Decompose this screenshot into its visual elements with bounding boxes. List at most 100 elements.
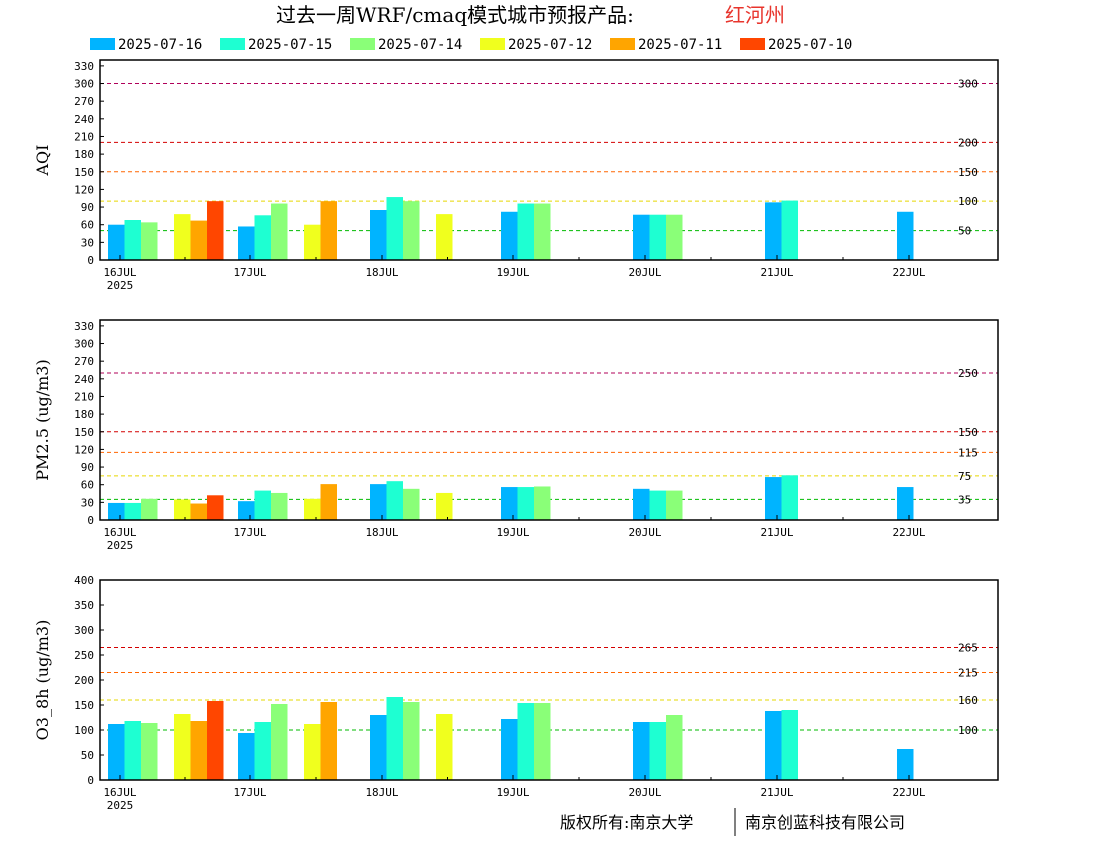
bar: [534, 703, 551, 780]
y-tick-label: 350: [74, 599, 94, 612]
legend-swatch: [480, 38, 505, 50]
y-tick-label: 300: [74, 624, 94, 637]
x-tick-label: 20JUL: [628, 786, 661, 799]
y-tick-label: 150: [74, 699, 94, 712]
bar: [254, 490, 271, 520]
y-tick-label: 300: [74, 338, 94, 351]
bar: [666, 715, 683, 780]
bar: [271, 203, 288, 260]
bar: [633, 722, 650, 780]
legend-swatch: [90, 38, 115, 50]
bar: [304, 724, 321, 780]
x-tick-label: 19JUL: [496, 786, 529, 799]
bar: [141, 723, 158, 780]
legend-label: 2025-07-14: [378, 37, 462, 53]
bar: [190, 220, 207, 260]
bar: [403, 201, 420, 260]
legend: 2025-07-16 2025-07-15 2025-07-14 2025-07-12…: [90, 37, 852, 53]
y-tick-label: 120: [74, 183, 94, 196]
threshold-label: 35: [958, 493, 971, 506]
threshold-label: 100: [958, 724, 978, 737]
bar: [633, 488, 650, 520]
copyright-text: 版权所有:南京大学: [560, 813, 693, 832]
bar: [370, 210, 387, 260]
x-tick-label: 19JUL: [496, 526, 529, 539]
chart-panel: 265 215 160 100 0 50 100 150 200 250 300 350 400 16JU…: [33, 574, 999, 812]
bar: [781, 200, 798, 260]
bar: [174, 499, 191, 520]
y-tick-label: 60: [81, 219, 94, 232]
y-tick-label: 240: [74, 373, 94, 386]
threshold-label: 100: [958, 195, 978, 208]
bar: [781, 710, 798, 780]
threshold-label: 250: [958, 367, 978, 380]
bar: [271, 492, 288, 520]
x-tick-label: 20JUL: [628, 266, 661, 279]
bar: [320, 201, 337, 260]
y-axis-label: PM2.5 (ug/m3): [33, 359, 52, 480]
bar: [370, 484, 387, 520]
y-tick-label: 210: [74, 130, 94, 143]
x-tick-label: 21JUL: [760, 786, 793, 799]
bar: [386, 197, 403, 260]
bar: [436, 714, 453, 780]
bar: [238, 501, 255, 520]
bar: [108, 502, 125, 520]
y-tick-label: 30: [81, 236, 94, 249]
bar: [436, 214, 453, 260]
bar: [386, 481, 403, 520]
bar: [501, 719, 518, 780]
bar: [386, 697, 403, 780]
bar: [320, 484, 337, 520]
threshold-label: 160: [958, 694, 978, 707]
legend-swatch: [350, 38, 375, 50]
bar: [174, 714, 191, 780]
x-tick-label: 22JUL: [892, 266, 925, 279]
x-tick-label: 22JUL: [892, 786, 925, 799]
bar: [207, 701, 224, 780]
bar: [141, 222, 158, 260]
y-tick-label: 0: [87, 254, 94, 267]
y-tick-label: 30: [81, 496, 94, 509]
y-tick-label: 300: [74, 78, 94, 91]
year-label: 2025: [107, 539, 134, 552]
bar: [501, 211, 518, 260]
bar: [271, 704, 288, 780]
bar: [649, 490, 666, 520]
threshold-label: 150: [958, 426, 978, 439]
y-tick-label: 210: [74, 390, 94, 403]
bar: [649, 214, 666, 260]
chart-panels: 3002001501005003060901201501802102402703…: [33, 59, 999, 812]
bar: [238, 226, 255, 260]
bar: [207, 495, 224, 520]
x-tick-label: 19JUL: [496, 266, 529, 279]
plot-frame: [99, 319, 999, 521]
bar: [174, 214, 191, 260]
threshold-label: 115: [958, 446, 978, 459]
bar: [403, 488, 420, 520]
x-tick-label: 20JUL: [628, 526, 661, 539]
bar: [517, 703, 534, 780]
y-tick-label: 60: [81, 479, 94, 492]
bar: [254, 215, 271, 260]
bar: [207, 201, 224, 260]
threshold-label: 215: [958, 667, 978, 680]
company-text: 南京创蓝科技有限公司: [745, 813, 905, 832]
bar: [781, 475, 798, 520]
bar: [517, 203, 534, 260]
x-tick-label: 21JUL: [760, 266, 793, 279]
bar: [633, 214, 650, 260]
bar: [897, 211, 914, 260]
legend-swatch: [610, 38, 635, 50]
threshold-label: 50: [958, 225, 971, 238]
y-tick-label: 0: [87, 514, 94, 527]
threshold-label: 200: [958, 136, 978, 149]
bar: [190, 503, 207, 520]
x-tick-label: 16JUL: [103, 786, 136, 799]
bar: [765, 202, 782, 260]
bar: [141, 498, 158, 520]
bar: [238, 733, 255, 780]
bar: [124, 220, 141, 260]
legend-swatch: [220, 38, 245, 50]
